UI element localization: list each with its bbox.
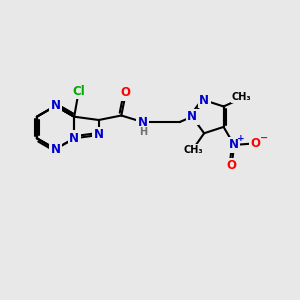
Text: N: N — [138, 116, 148, 129]
Text: O: O — [227, 159, 237, 172]
Text: O: O — [250, 137, 260, 150]
Text: H: H — [139, 127, 147, 137]
Text: N: N — [187, 110, 197, 123]
Text: N: N — [50, 99, 61, 112]
Text: N: N — [199, 94, 209, 107]
Text: N: N — [50, 142, 61, 156]
Text: N: N — [229, 138, 239, 152]
Text: O: O — [121, 86, 131, 100]
Text: +: + — [237, 134, 244, 143]
Text: CH₃: CH₃ — [184, 145, 203, 155]
Text: N: N — [94, 128, 104, 142]
Text: −: − — [260, 132, 268, 142]
Text: N: N — [69, 132, 79, 145]
Text: CH₃: CH₃ — [232, 92, 251, 103]
Text: Cl: Cl — [72, 85, 85, 98]
